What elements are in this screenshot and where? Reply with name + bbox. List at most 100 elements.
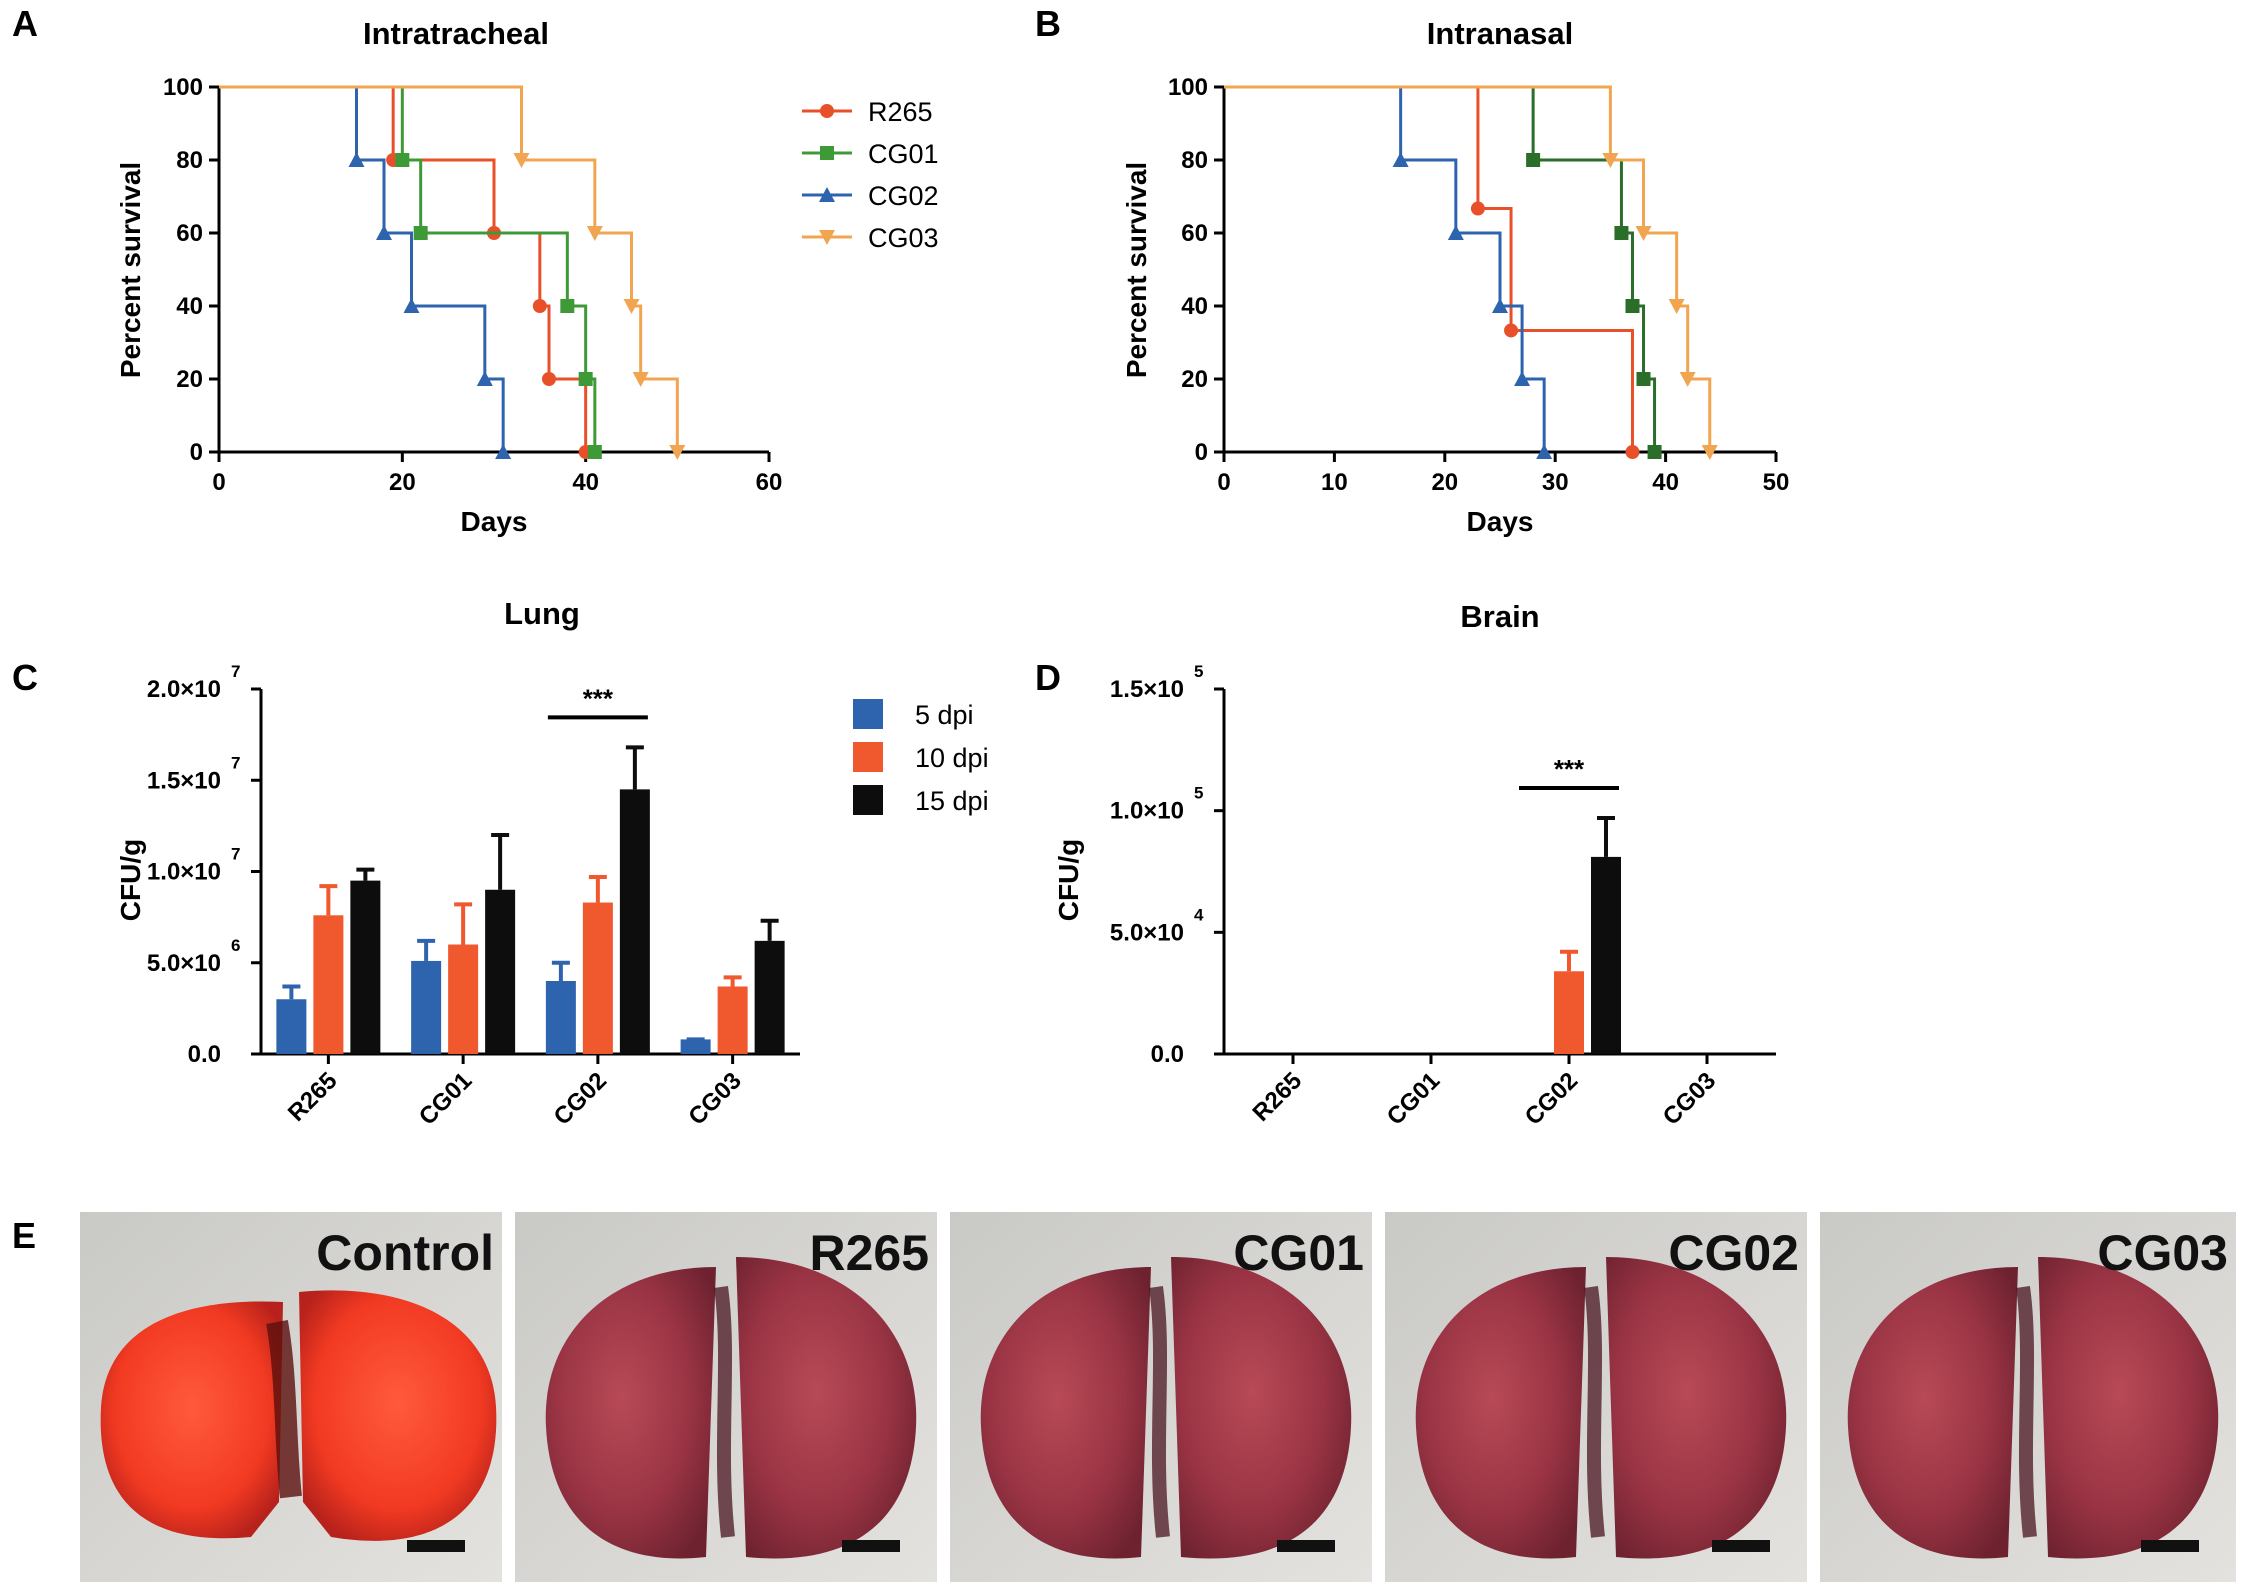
y-tick-exponent: 7 xyxy=(231,662,240,681)
legend-item-10dpi: 10 dpi xyxy=(853,742,989,773)
photo-label: R265 xyxy=(809,1225,929,1281)
survival-curve xyxy=(1224,85,1657,452)
data-point xyxy=(1636,372,1651,386)
bar-group xyxy=(1554,949,1584,1054)
bar-r265-5dpi xyxy=(276,999,307,1054)
data-point xyxy=(1470,201,1485,216)
y-tick-exponent: 5 xyxy=(1194,662,1203,681)
lung-cleft xyxy=(1584,1286,1605,1538)
y-tick-exponent: 4 xyxy=(1194,905,1204,924)
scale-bar xyxy=(1712,1540,1770,1552)
lung-photo-control: Control xyxy=(80,1212,502,1582)
series-cg01 xyxy=(219,85,602,459)
survival-curve xyxy=(1224,85,1712,452)
bar-group xyxy=(717,975,748,1054)
data-point xyxy=(413,226,428,240)
lung-right-lobe xyxy=(1606,1257,1787,1559)
data-point xyxy=(376,225,392,240)
data-point xyxy=(1514,371,1531,386)
survival-curve xyxy=(219,85,505,452)
x-tick-label: 20 xyxy=(389,469,416,496)
data-point xyxy=(632,372,649,387)
lung-right-lobe xyxy=(299,1290,497,1541)
survival-curve xyxy=(1224,85,1546,452)
lung-left-lobe xyxy=(1415,1267,1586,1559)
bar-cg02-15dpi xyxy=(1591,856,1621,1054)
y-tick-label: 100 xyxy=(163,74,203,101)
lung-left-lobe xyxy=(545,1267,716,1559)
data-point xyxy=(1668,299,1685,314)
bar-group xyxy=(411,938,442,1054)
photo-label: CG03 xyxy=(2097,1225,2228,1281)
y-tick-label: 5.0×10 xyxy=(147,950,221,977)
y-tick-label: 40 xyxy=(176,293,203,320)
bar-group xyxy=(1591,815,1621,1054)
lung-cleft xyxy=(1149,1286,1170,1538)
y-tick-label: 80 xyxy=(176,147,203,174)
y-tick-label: 40 xyxy=(1181,293,1208,320)
legend-label: R265 xyxy=(868,97,933,127)
data-point xyxy=(476,371,493,386)
x-tick-label: CG03 xyxy=(683,1067,746,1130)
y-axis-label: Percent survival xyxy=(1121,162,1152,378)
x-axis-label: Days xyxy=(461,506,528,537)
chart-title: Intranasal xyxy=(1427,16,1573,51)
bar-group xyxy=(276,984,307,1054)
data-point xyxy=(1679,372,1696,387)
x-axis-label: Days xyxy=(1467,506,1534,537)
legend-item-cg01: CG01 xyxy=(802,139,939,169)
legend-item-5dpi: 5 dpi xyxy=(853,699,974,730)
y-tick-label: 80 xyxy=(1181,147,1208,174)
chart-brain-cfu: Brain CFU/g 0.0 5.0×10 4 1.0×10 5 1.5×10 5 R265… xyxy=(1053,599,1776,1131)
data-point xyxy=(348,152,365,167)
data-point xyxy=(1701,445,1718,460)
series-cg02 xyxy=(1224,85,1553,459)
bar-group xyxy=(313,884,344,1054)
chart-lung-cfu: Lung CFU/g 0.0 5.0×10 6 1.0×10 7 1.5×10 7 2.0×1… xyxy=(115,596,989,1131)
panel-label-a: A xyxy=(12,3,38,44)
x-tick-label: 60 xyxy=(756,469,783,496)
y-tick-label: 1.5×10 xyxy=(1110,676,1184,703)
lung-cleft xyxy=(266,1320,302,1499)
chart-intratracheal-survival: Intratracheal Days Percent survival 0 20 4… xyxy=(115,16,939,537)
y-tick-label: 60 xyxy=(1181,220,1208,247)
y-tick-label: 5.0×10 xyxy=(1110,919,1184,946)
y-tick-exponent: 7 xyxy=(231,753,240,772)
bar-group xyxy=(448,902,479,1054)
data-point xyxy=(1635,226,1652,241)
data-point xyxy=(560,299,575,313)
survival-curve xyxy=(219,85,679,452)
y-tick-exponent: 6 xyxy=(231,936,240,955)
y-tick-label: 20 xyxy=(176,366,203,393)
bar-cg01-10dpi xyxy=(448,944,479,1054)
bar-cg02-10dpi xyxy=(582,902,613,1054)
x-tick-label: 10 xyxy=(1321,469,1348,496)
y-tick-label: 1.0×10 xyxy=(147,859,221,886)
series-cg02 xyxy=(219,85,512,459)
series-r265 xyxy=(219,85,593,459)
significance-label: *** xyxy=(583,683,614,713)
y-tick-label: 0.0 xyxy=(1151,1041,1184,1068)
data-point xyxy=(623,299,640,314)
x-tick-label: CG02 xyxy=(549,1067,612,1130)
x-tick-label: 50 xyxy=(1763,469,1790,496)
x-tick-label: 40 xyxy=(1652,469,1679,496)
lung-left-lobe xyxy=(1847,1267,2018,1559)
y-tick-label: 1.0×10 xyxy=(1110,798,1184,825)
y-tick-label: 100 xyxy=(1168,74,1208,101)
lung-left-lobe xyxy=(980,1267,1151,1559)
chart-title: Brain xyxy=(1460,599,1539,634)
x-tick-label: 30 xyxy=(1542,469,1569,496)
data-point xyxy=(578,372,593,386)
data-point xyxy=(1602,153,1619,168)
bar-group xyxy=(754,918,785,1054)
lung-right-lobe xyxy=(2038,1257,2219,1559)
data-point xyxy=(1625,445,1640,459)
bar-r265-15dpi xyxy=(350,880,381,1054)
data-point xyxy=(1504,323,1519,338)
x-tick-label: CG01 xyxy=(414,1067,477,1130)
bar-group xyxy=(582,874,613,1054)
bar-group xyxy=(485,833,516,1054)
lung-photo-strip: Control R265 CG01 CG02 CG03 xyxy=(80,1212,2236,1582)
